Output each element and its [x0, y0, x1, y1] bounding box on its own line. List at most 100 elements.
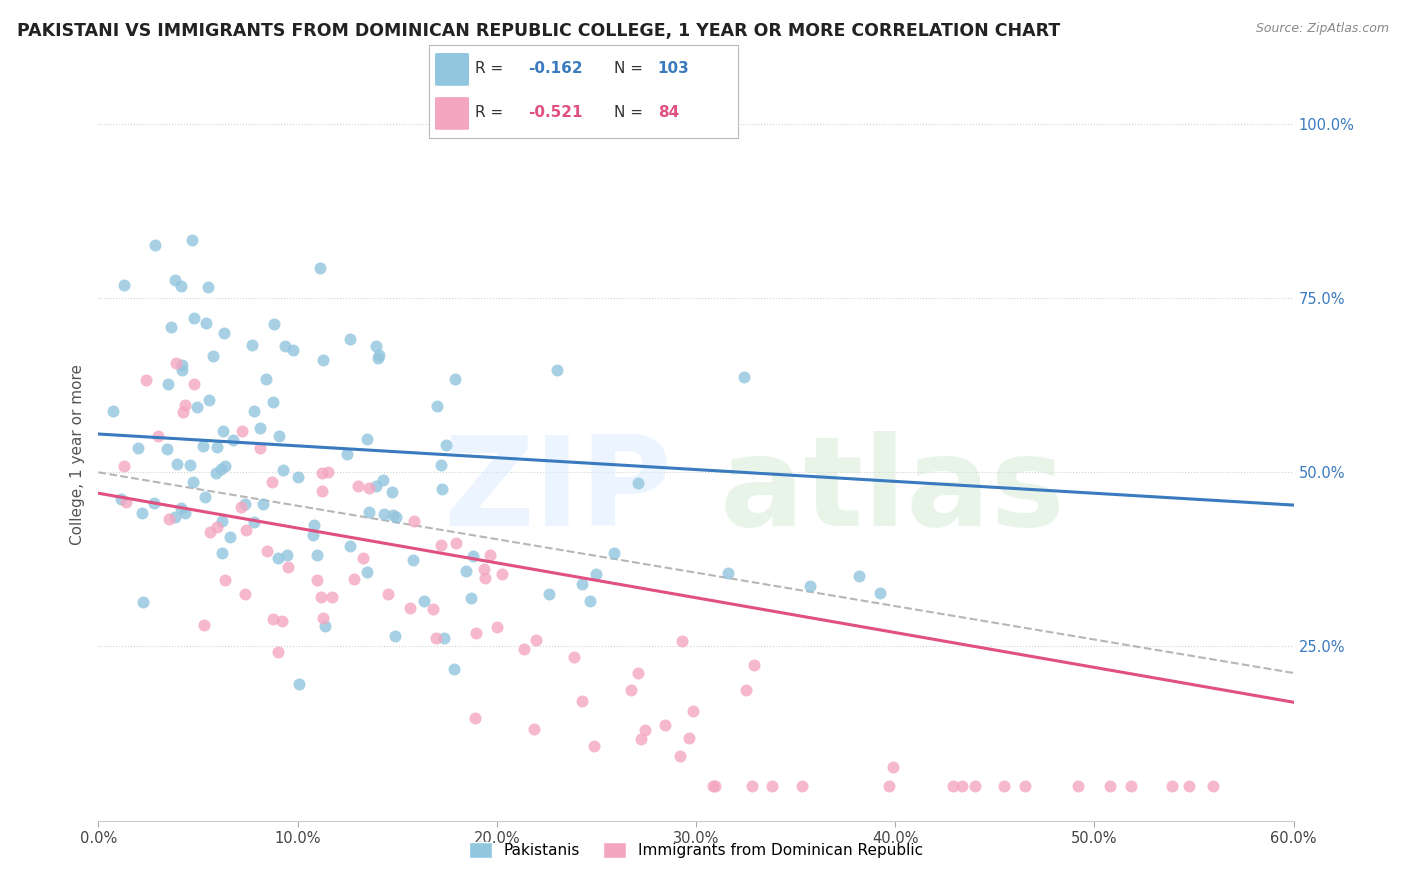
- Point: [205, 520, 228, 534]
- Point: [404, 515, 426, 529]
- Point: [262, 395, 284, 409]
- Point: [373, 507, 395, 521]
- Point: [733, 370, 755, 384]
- Point: [461, 549, 484, 563]
- Point: [413, 594, 436, 608]
- Point: [443, 372, 465, 386]
- Point: [173, 398, 195, 412]
- Point: [233, 497, 256, 511]
- Point: [398, 600, 420, 615]
- Point: [135, 372, 157, 386]
- Point: [799, 579, 821, 593]
- Point: [368, 348, 391, 362]
- Point: [371, 473, 394, 487]
- Text: N =: N =: [614, 105, 644, 120]
- Point: [402, 553, 425, 567]
- Point: [311, 484, 333, 499]
- Text: ZIP: ZIP: [443, 431, 672, 552]
- Point: [444, 536, 467, 550]
- Point: [183, 377, 205, 392]
- Text: 84: 84: [658, 105, 679, 120]
- Point: [170, 363, 193, 377]
- Point: [430, 458, 453, 472]
- Point: [166, 457, 188, 471]
- Point: [309, 261, 332, 276]
- Point: [848, 569, 870, 583]
- Point: [112, 277, 135, 292]
- Point: [491, 566, 513, 581]
- Point: [311, 467, 333, 481]
- Point: [156, 377, 179, 392]
- Point: [205, 440, 228, 454]
- Point: [627, 475, 650, 490]
- Point: [1178, 779, 1201, 793]
- Point: [312, 611, 335, 625]
- Point: [702, 779, 724, 793]
- Y-axis label: College, 1 year or more: College, 1 year or more: [69, 365, 84, 545]
- Point: [339, 332, 361, 346]
- Point: [219, 530, 242, 544]
- Point: [432, 632, 454, 646]
- Point: [993, 779, 1015, 793]
- Point: [160, 320, 183, 334]
- Point: [578, 594, 600, 608]
- Point: [172, 358, 194, 372]
- Point: [202, 349, 225, 363]
- Point: [430, 537, 453, 551]
- Point: [339, 539, 361, 553]
- Point: [425, 632, 447, 646]
- Point: [627, 666, 650, 681]
- Point: [281, 343, 304, 357]
- Point: [465, 626, 488, 640]
- Point: [309, 590, 332, 604]
- Point: [270, 614, 292, 628]
- Point: [523, 723, 546, 737]
- Point: [585, 567, 607, 582]
- Point: [240, 338, 263, 352]
- Text: -0.162: -0.162: [527, 62, 582, 77]
- Point: [142, 496, 165, 510]
- Point: [364, 479, 387, 493]
- Point: [422, 601, 444, 615]
- Point: [474, 571, 496, 585]
- Point: [287, 470, 309, 484]
- Point: [214, 326, 236, 340]
- Point: [302, 528, 325, 542]
- Point: [620, 683, 643, 698]
- Point: [381, 508, 404, 523]
- Text: N =: N =: [614, 62, 644, 77]
- FancyBboxPatch shape: [434, 97, 470, 130]
- Point: [384, 629, 406, 643]
- Point: [761, 779, 783, 793]
- Point: [381, 485, 404, 500]
- Point: [485, 620, 508, 634]
- Point: [1202, 779, 1225, 793]
- Point: [260, 475, 283, 489]
- Text: atlas: atlas: [720, 431, 1066, 552]
- Point: [288, 677, 311, 691]
- Point: [163, 273, 186, 287]
- Point: [172, 405, 194, 419]
- Point: [346, 478, 368, 492]
- Point: [271, 462, 294, 476]
- Point: [197, 279, 219, 293]
- Point: [460, 591, 482, 605]
- Point: [205, 467, 228, 481]
- Point: [212, 424, 235, 438]
- Point: [114, 495, 136, 509]
- Point: [256, 544, 278, 558]
- Point: [537, 587, 560, 601]
- Point: [174, 506, 197, 520]
- Point: [302, 517, 325, 532]
- Point: [276, 549, 298, 563]
- Point: [742, 658, 765, 673]
- Point: [170, 501, 193, 516]
- Point: [454, 564, 477, 578]
- Point: [682, 704, 704, 718]
- Point: [336, 446, 359, 460]
- Point: [678, 731, 700, 745]
- Point: [267, 550, 290, 565]
- Point: [571, 693, 593, 707]
- Point: [704, 779, 727, 793]
- Point: [364, 339, 387, 353]
